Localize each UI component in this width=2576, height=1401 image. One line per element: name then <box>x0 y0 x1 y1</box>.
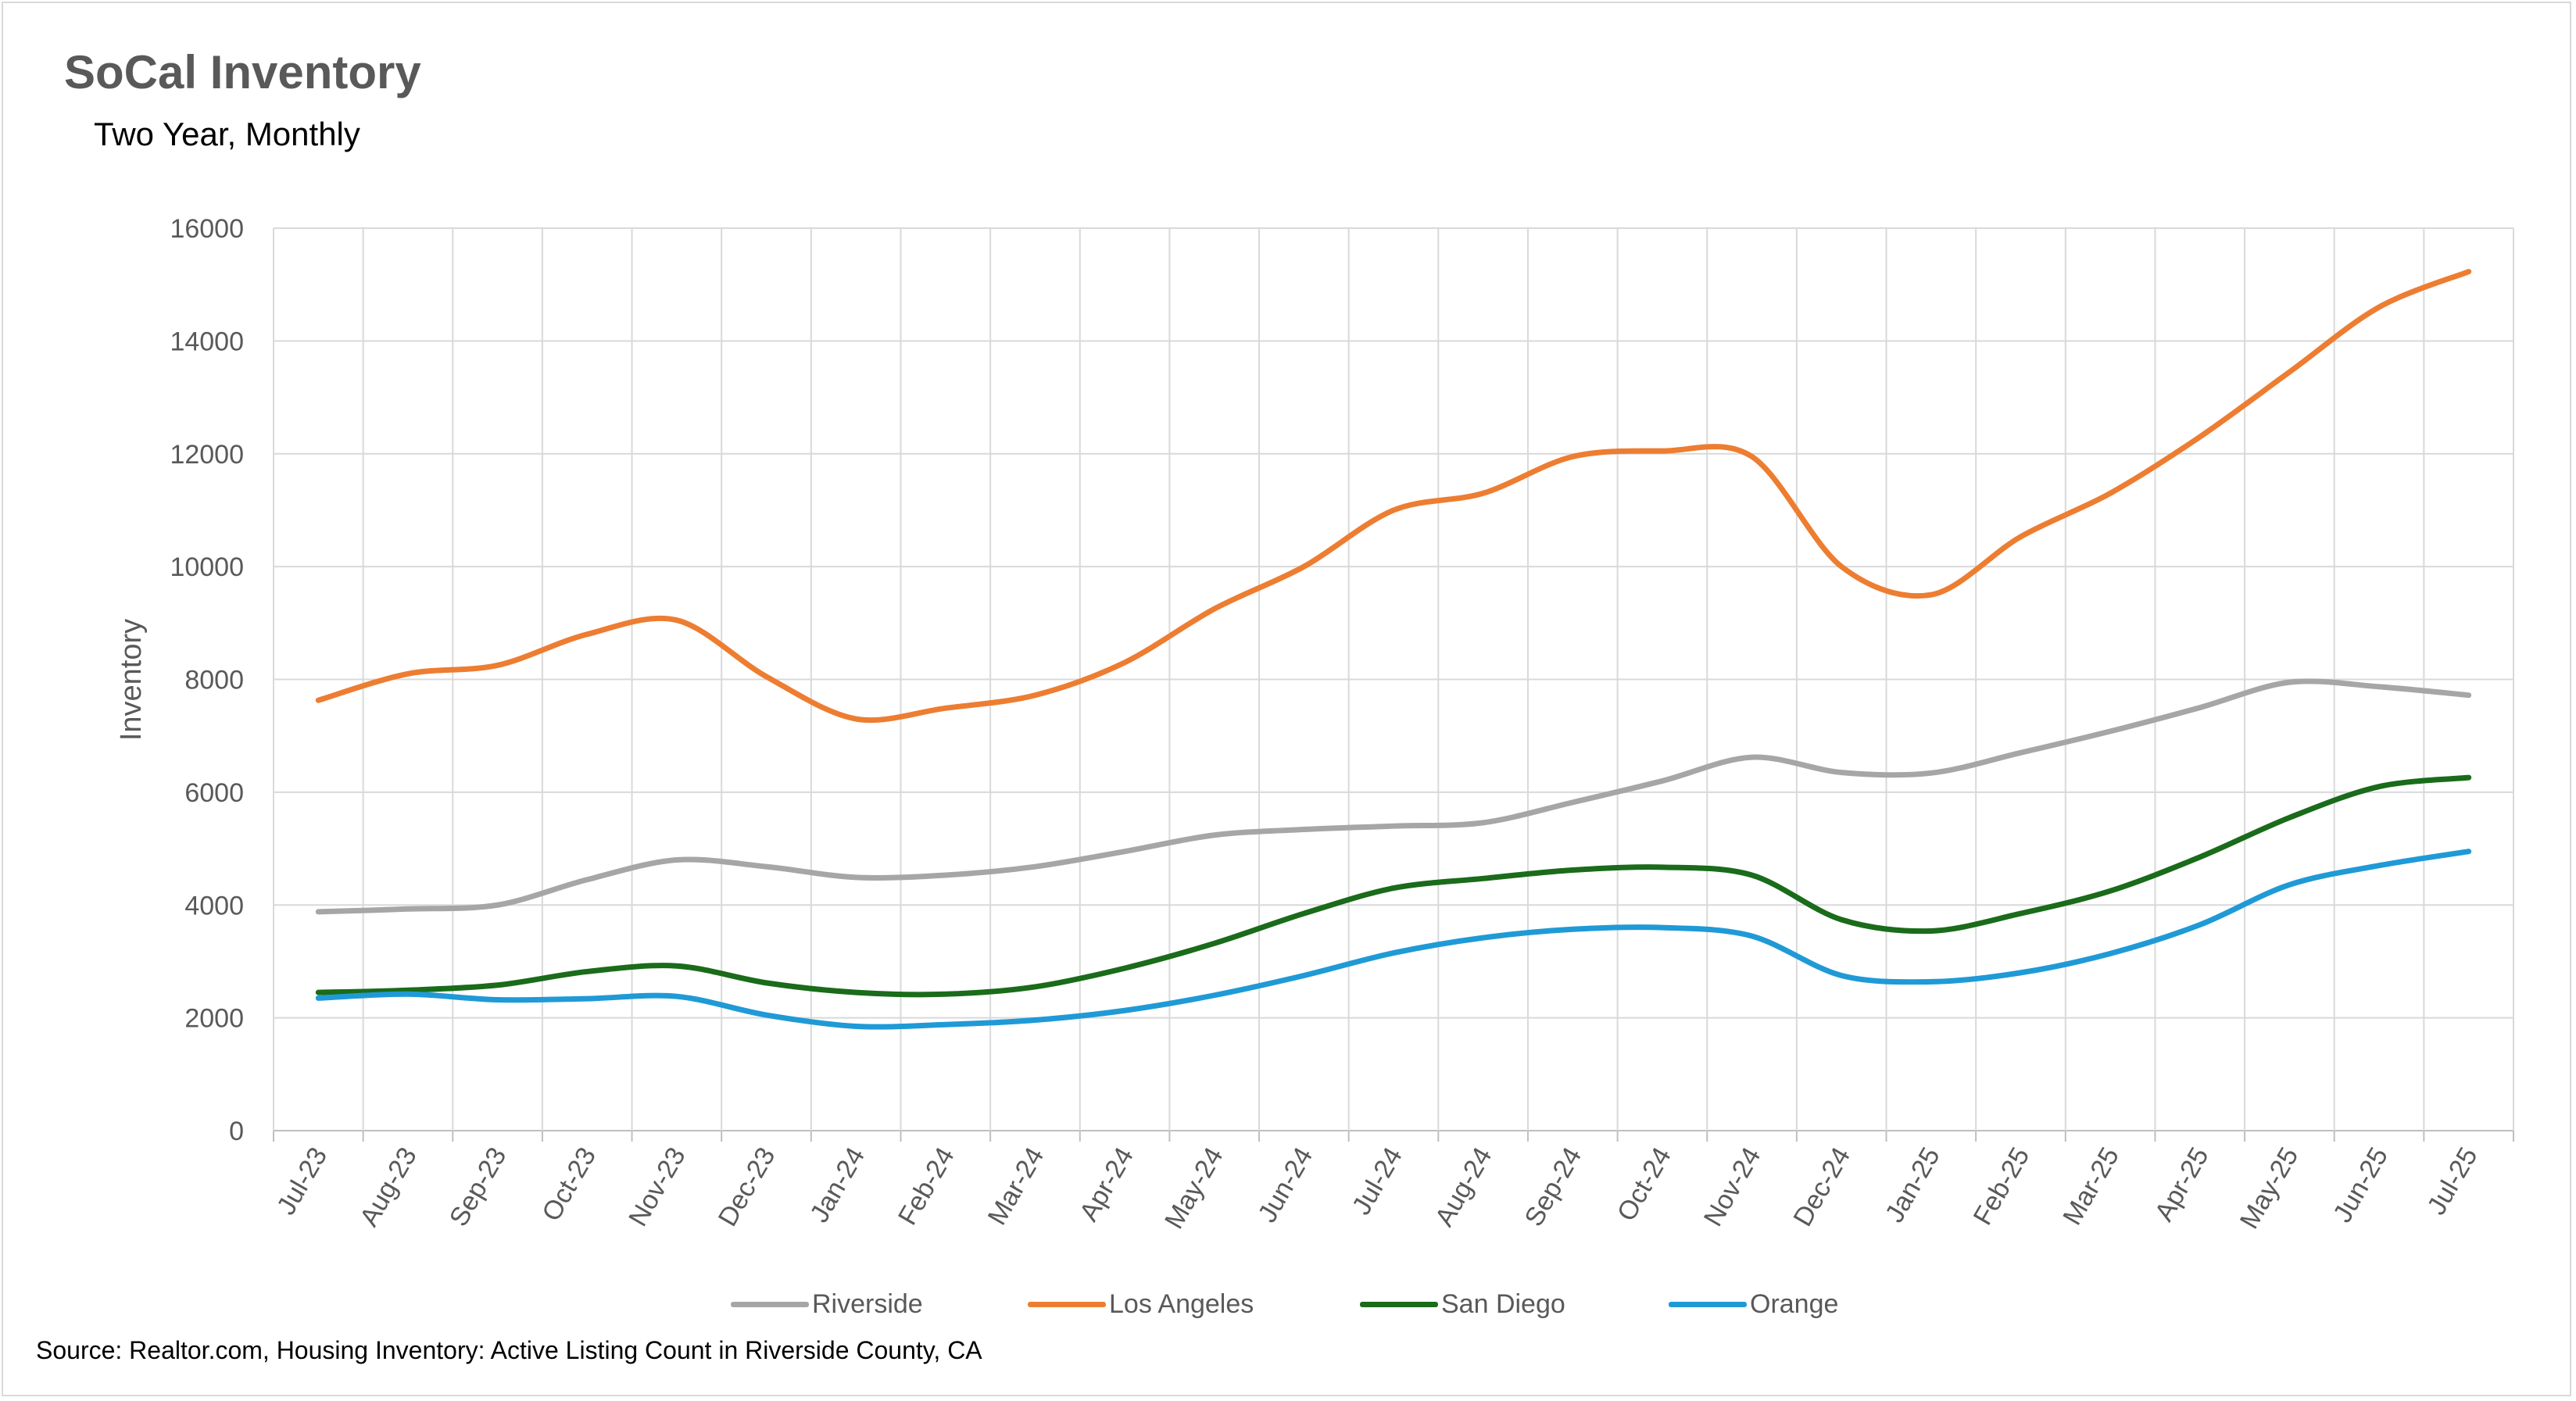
x-tick-label: Nov-24 <box>1698 1142 1767 1231</box>
x-tick-label: Oct-23 <box>536 1142 602 1226</box>
legend-label: Los Angeles <box>1109 1289 1254 1319</box>
source-note: Source: Realtor.com, Housing Inventory: … <box>36 1336 982 1364</box>
x-tick-label: Mar-25 <box>2057 1142 2125 1230</box>
x-tick-label: Apr-25 <box>2149 1142 2215 1226</box>
x-tick-label: Mar-24 <box>982 1142 1050 1230</box>
x-tick-label: Oct-24 <box>1612 1142 1677 1226</box>
x-tick-label: Jun-25 <box>2327 1142 2394 1228</box>
y-tick-label: 8000 <box>184 666 244 695</box>
chart-title: SoCal Inventory <box>64 46 421 98</box>
series-line-riverside <box>315 678 2472 915</box>
x-tick-label: Nov-23 <box>623 1142 692 1231</box>
x-tick-label: May-24 <box>1159 1142 1229 1234</box>
legend-label: San Diego <box>1441 1289 1565 1319</box>
x-tick-label: May-25 <box>2234 1142 2305 1234</box>
legend-item-riverside: Riverside <box>731 1289 923 1320</box>
y-tick-label: 4000 <box>184 891 244 920</box>
legend-swatch <box>1360 1302 1438 1307</box>
y-tick-label: 16000 <box>170 214 244 244</box>
y-tick-label: 10000 <box>170 552 244 582</box>
x-tick-label: Feb-24 <box>893 1142 961 1230</box>
legend-label: Riverside <box>812 1289 923 1319</box>
x-tick-label: Jan-24 <box>804 1142 871 1228</box>
legend-item-san-diego: San Diego <box>1360 1289 1565 1320</box>
y-axis-label: Inventory <box>115 619 148 741</box>
x-tick-label: Apr-24 <box>1074 1142 1140 1226</box>
x-tick-label: Sep-23 <box>444 1142 513 1231</box>
legend: Riverside Los Angeles San Diego Orange <box>0 1289 2576 1328</box>
chart-subtitle: Two Year, Monthly <box>94 116 360 152</box>
x-tick-label: Sep-24 <box>1519 1142 1587 1231</box>
x-tick-label: Aug-24 <box>1429 1142 1498 1231</box>
legend-swatch <box>1028 1302 1106 1307</box>
y-tick-label: 12000 <box>170 440 244 470</box>
legend-label: Orange <box>1750 1289 1839 1319</box>
x-tick-label: Dec-23 <box>713 1142 782 1231</box>
x-tick-label: Feb-25 <box>1968 1142 2036 1230</box>
legend-item-orange: Orange <box>1669 1289 1838 1320</box>
x-tick-label: Jul-24 <box>1347 1142 1408 1220</box>
series-line-san-diego <box>315 774 2472 998</box>
x-tick-label: Dec-24 <box>1787 1142 1856 1231</box>
series-line-orange <box>315 849 2472 1030</box>
legend-item-los-angeles: Los Angeles <box>1028 1289 1254 1320</box>
x-tick-label: Aug-23 <box>354 1142 423 1231</box>
series-lines <box>315 269 2472 1030</box>
x-tick-label: Jun-24 <box>1252 1142 1318 1228</box>
x-tick-label: Jul-23 <box>271 1142 333 1220</box>
x-tick-label: Jan-25 <box>1880 1142 1946 1228</box>
y-tick-label: 0 <box>229 1117 244 1146</box>
legend-swatch <box>1669 1302 1747 1307</box>
y-tick-label: 14000 <box>170 327 244 356</box>
x-axis-ticks: Jul-23 Aug-23 Sep-23 Oct-23 Nov-23 Dec-23 Jan-… <box>271 1142 2484 1234</box>
legend-swatch <box>731 1302 809 1307</box>
gridlines <box>273 227 2514 1142</box>
x-tick-label: Jul-25 <box>2421 1142 2483 1220</box>
y-tick-label: 6000 <box>184 778 244 808</box>
y-tick-label: 2000 <box>184 1004 244 1034</box>
series-line-los-angeles <box>315 269 2472 724</box>
y-axis-ticks: 0 2000 4000 6000 8000 10000 12000 14000 16000 <box>170 214 244 1146</box>
